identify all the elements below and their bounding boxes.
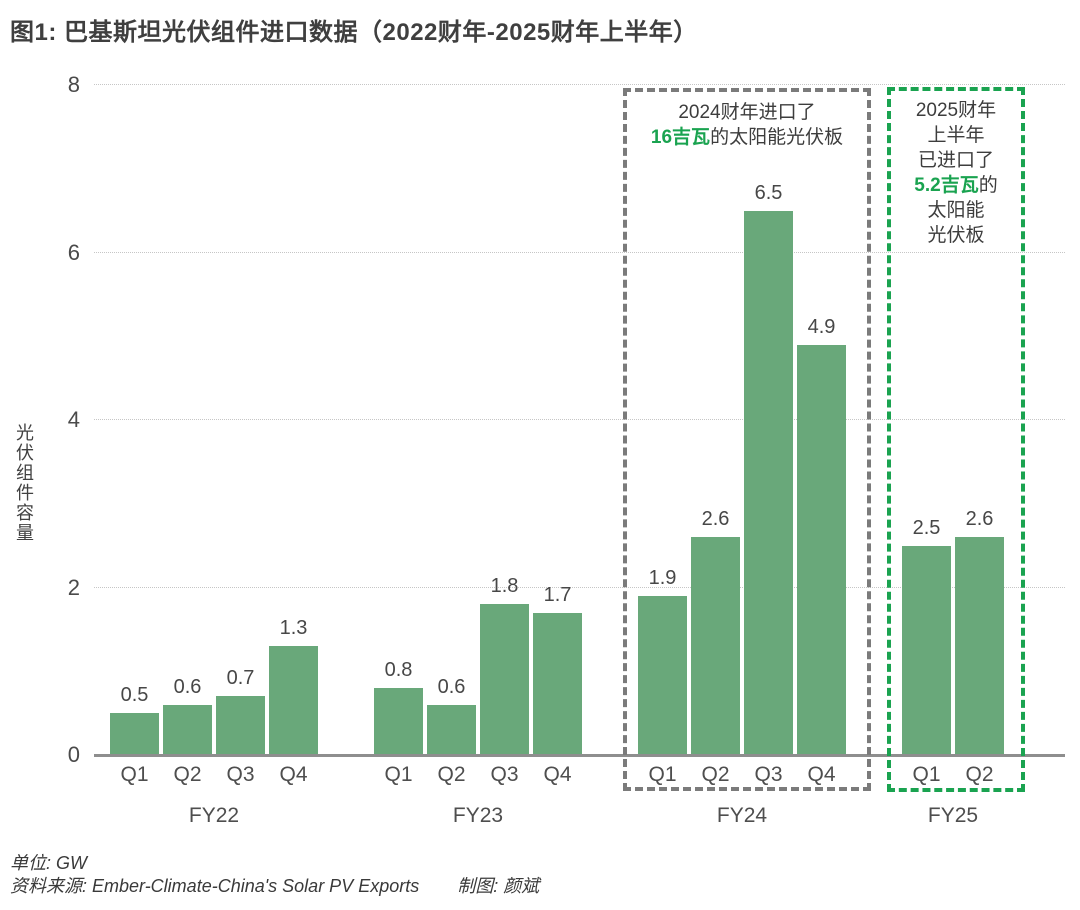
annotation-fy25: 2025财年 上半年已进口了 5.2吉瓦的太阳能光伏板 <box>887 98 1025 248</box>
y-tick-label: 8 <box>67 72 80 97</box>
y-tick-label: 0 <box>67 742 80 767</box>
bar-value-label: 1.9 <box>648 566 677 589</box>
quarter-label: Q2 <box>173 763 202 786</box>
bar-FY22-Q4 <box>269 646 318 755</box>
annotation-text: 2024财年进口了 <box>678 102 816 123</box>
y-tick-label: 2 <box>67 574 80 600</box>
fiscal-year-label-fy24: FY24 <box>716 804 768 827</box>
bar-value-label: 0.6 <box>437 675 466 698</box>
bar-value-label: 6.5 <box>754 181 783 204</box>
annotation-text: 上半年 <box>927 125 985 146</box>
bar-FY22-Q2 <box>163 704 212 755</box>
quarter-label: Q4 <box>807 763 836 786</box>
annotation-text: 的 <box>978 175 998 196</box>
bar-FY23-Q1 <box>374 688 423 755</box>
annotation-text: 太阳能 <box>927 200 985 221</box>
bar-value-label: 0.5 <box>120 684 149 707</box>
quarter-label: Q1 <box>648 763 677 786</box>
bar-FY23-Q3 <box>480 604 529 755</box>
highlight-box-fy25 <box>887 87 1025 792</box>
bar-value-label: 0.8 <box>384 659 413 681</box>
quarter-label: Q1 <box>120 763 149 786</box>
bar-value-label: 4.9 <box>807 315 836 338</box>
quarter-label: Q3 <box>754 763 783 786</box>
quarter-label: Q3 <box>226 763 255 786</box>
annotation-text: 的太阳能光伏板 <box>710 127 844 148</box>
annotation-text: 2025财年 <box>915 100 997 121</box>
quarter-label: Q1 <box>912 763 941 786</box>
gridline-6 <box>94 251 1065 253</box>
bar-FY22-Q1 <box>110 713 159 755</box>
bar-value-label: 2.6 <box>965 508 994 531</box>
quarter-label: Q4 <box>543 763 572 786</box>
quarter-label: Q1 <box>384 763 413 786</box>
bar-value-label: 1.7 <box>543 583 572 606</box>
fiscal-year-label-fy22: FY22 <box>188 804 240 827</box>
unit-note: 单位: GW <box>10 853 87 873</box>
credit: 制图: 颜斌 <box>457 876 540 896</box>
gridline-8 <box>94 84 1065 85</box>
quarter-label: Q3 <box>490 763 519 786</box>
fiscal-year-label-fy25: FY25 <box>927 804 979 827</box>
bar-FY24-Q1 <box>638 595 687 755</box>
bar-FY24-Q3 <box>744 210 793 755</box>
fiscal-year-label-fy23: FY23 <box>452 804 504 827</box>
y-tick-label: 6 <box>67 239 80 265</box>
bar-value-label: 2.5 <box>912 516 941 539</box>
bar-value-label: 1.8 <box>490 575 519 598</box>
bar-FY23-Q2 <box>427 704 476 755</box>
quarter-label: Q4 <box>279 763 308 786</box>
bar-value-label: 0.6 <box>173 675 202 698</box>
y-axis-title: 光伏组件容量 <box>14 423 34 543</box>
bar-FY25-Q2 <box>955 537 1004 755</box>
bar-FY23-Q4 <box>533 612 582 755</box>
y-tick-label: 4 <box>67 407 80 432</box>
source-line: 资料来源: Ember-Climate-China's Solar PV Exp… <box>10 872 539 898</box>
annotation-fy24: 2024财年进口了 16吉瓦的太阳能光伏板 <box>623 100 871 150</box>
gridline-2 <box>94 586 1065 588</box>
quarter-label: Q2 <box>437 763 466 786</box>
bar-value-label: 0.7 <box>226 667 255 690</box>
data-source: 资料来源: Ember-Climate-China's Solar PV Exp… <box>10 876 420 896</box>
gridline-4 <box>94 419 1065 420</box>
annotation-text: 光伏板 <box>927 225 985 246</box>
quarter-label: Q2 <box>701 763 730 786</box>
bar-FY22-Q3 <box>216 696 265 755</box>
annotation-accent-text: 16吉瓦 <box>650 127 711 148</box>
bar-FY25-Q1 <box>902 545 951 755</box>
annotation-accent-text: 5.2吉瓦 <box>914 175 979 196</box>
quarter-label: Q2 <box>965 763 994 786</box>
bar-value-label: 2.6 <box>701 508 730 531</box>
annotation-text: 已进口了 <box>917 150 994 171</box>
bar-FY24-Q4 <box>797 344 846 755</box>
x-axis-line <box>94 754 1065 757</box>
bar-value-label: 1.3 <box>279 617 308 640</box>
bar-FY24-Q2 <box>691 537 740 755</box>
highlight-box-fy24 <box>623 88 871 791</box>
chart-title: 图1: 巴基斯坦光伏组件进口数据（2022财年-2025财年上半年） <box>10 19 698 46</box>
